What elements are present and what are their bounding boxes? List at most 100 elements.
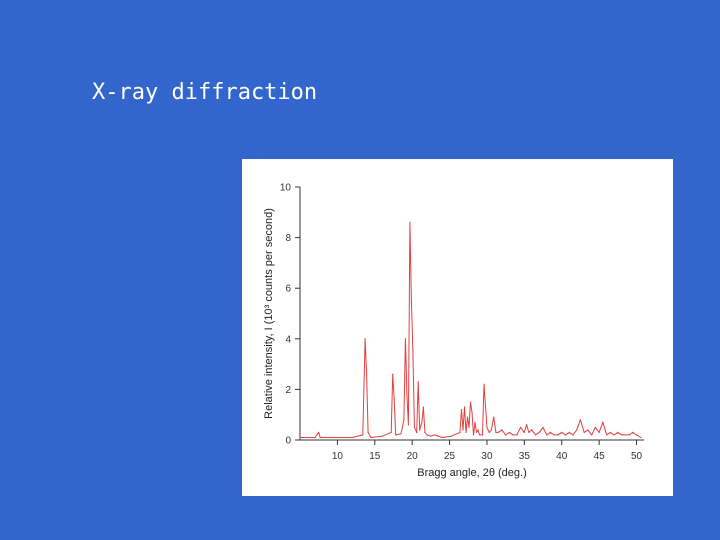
data-point (624, 434, 626, 436)
data-point (419, 429, 421, 431)
data-point (572, 434, 574, 436)
data-point (520, 426, 522, 428)
data-point (422, 406, 424, 408)
x-axis-label: Bragg angle, 2θ (deg.) (417, 467, 526, 479)
data-point (409, 221, 411, 224)
data-point (483, 383, 485, 385)
data-point (410, 300, 413, 302)
data-point (598, 431, 600, 434)
x-tick-label: 45 (594, 451, 606, 462)
data-point (564, 434, 567, 436)
data-point (367, 431, 369, 434)
data-point (512, 434, 514, 436)
data-point (404, 338, 407, 340)
data-point (617, 431, 619, 434)
data-point (421, 421, 423, 423)
x-tick-label: 30 (481, 451, 493, 462)
data-point (412, 350, 414, 353)
data-point (468, 426, 470, 428)
data-point (403, 419, 405, 421)
data-point (450, 435, 452, 437)
data-point (318, 431, 320, 434)
data-point (362, 434, 364, 436)
data-point (486, 426, 488, 428)
x-tick-label: 15 (369, 451, 381, 462)
data-point (392, 373, 394, 375)
data-point (508, 431, 510, 434)
data-point (505, 434, 507, 436)
data-point (538, 431, 540, 434)
x-tick-label: 35 (519, 451, 531, 462)
data-point (640, 436, 642, 439)
data-point (434, 434, 436, 436)
data-point (609, 431, 611, 434)
data-point (459, 431, 461, 434)
data-point (495, 431, 497, 434)
data-point (477, 429, 479, 431)
data-point (393, 398, 395, 401)
data-point (395, 434, 397, 436)
data-point (481, 434, 484, 436)
data-point (475, 431, 478, 434)
data-point (497, 431, 499, 434)
data-point (488, 431, 490, 434)
data-point (478, 434, 481, 436)
series-line (300, 221, 642, 438)
data-point (465, 431, 467, 434)
data-point (319, 436, 321, 439)
data-point (424, 431, 426, 434)
data-point (553, 434, 555, 436)
data-point (462, 429, 464, 431)
data-point (430, 435, 432, 437)
data-point (628, 434, 630, 436)
data-point (501, 429, 503, 431)
data-point (390, 431, 392, 434)
data-point (400, 433, 402, 435)
chart-card: 0 2 4 6 8 10 10 15 20 25 30 35 40 45 50 Bragg angle, 2θ… (242, 159, 673, 496)
data-point (406, 393, 408, 396)
data-point (472, 434, 475, 436)
xrd-chart: 0 2 4 6 8 10 10 15 20 25 30 35 40 45 50 Bragg angle, 2θ… (242, 159, 673, 496)
y-tick-label: 4 (285, 334, 291, 345)
data-point (314, 436, 316, 439)
y-tick-label: 10 (280, 183, 292, 194)
data-point (568, 431, 570, 434)
data-point (549, 431, 552, 434)
data-point (365, 373, 368, 375)
y-tick-label: 0 (285, 436, 291, 447)
data-point (381, 435, 383, 437)
data-point (534, 434, 537, 436)
data-point (583, 431, 585, 434)
data-point (542, 426, 544, 428)
y-axis-label: Relative intensity, I (10³ counts per se… (263, 208, 275, 419)
data-point (493, 416, 495, 418)
data-point (587, 429, 589, 431)
data-point (613, 434, 615, 436)
x-tick-label: 20 (407, 451, 419, 462)
data-point (413, 426, 416, 428)
data-point (370, 436, 372, 439)
data-point (364, 338, 366, 340)
data-point (579, 419, 582, 421)
data-point (336, 436, 338, 439)
y-tick-label: 2 (285, 385, 291, 396)
y-tick-label: 8 (285, 233, 291, 244)
data-point (416, 431, 418, 434)
data-point (474, 421, 476, 423)
data-point (460, 409, 463, 411)
data-point (351, 436, 353, 439)
data-point (602, 421, 604, 423)
data-point (463, 406, 466, 408)
x-tick-label: 10 (332, 451, 344, 462)
data-point (426, 434, 428, 436)
y-tick-label: 6 (285, 284, 291, 295)
slide-title: X-ray diffraction (92, 80, 318, 105)
data-point (594, 426, 596, 428)
data-point (546, 434, 548, 436)
data-point (591, 434, 593, 436)
data-point (523, 431, 525, 434)
x-tick-label: 40 (556, 451, 568, 462)
data-point (321, 436, 324, 439)
data-point (557, 434, 559, 436)
data-point (516, 434, 518, 436)
